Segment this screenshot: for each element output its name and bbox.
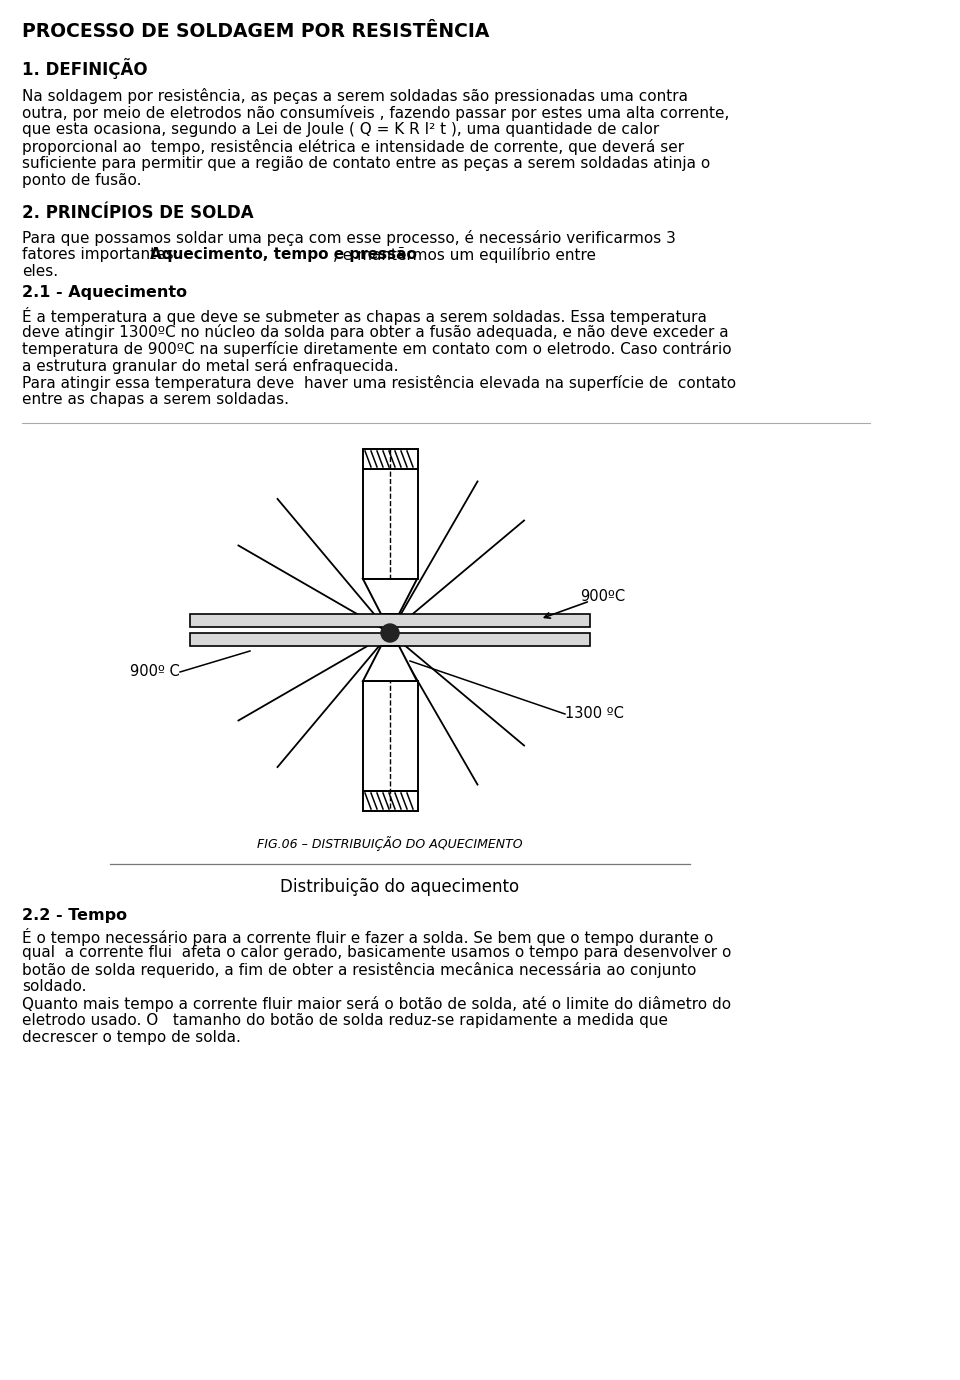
Text: 1. DEFINIÇÃO: 1. DEFINIÇÃO (22, 58, 148, 79)
Text: 2.1 - Aquecimento: 2.1 - Aquecimento (22, 286, 187, 299)
Text: Para atingir essa temperatura deve  haver uma resistência elevada na superfície : Para atingir essa temperatura deve haver… (22, 375, 736, 391)
Text: que esta ocasiona, segundo a Lei de Joule ( Q = K R I² t ), uma quantidade de ca: que esta ocasiona, segundo a Lei de Joul… (22, 121, 660, 137)
Text: qual  a corrente flui  afeta o calor gerado, basicamente usamos o tempo para des: qual a corrente flui afeta o calor gerad… (22, 945, 732, 960)
Text: Para que possamos soldar uma peça com esse processo, é necessário verificarmos 3: Para que possamos soldar uma peça com es… (22, 230, 676, 246)
Text: 1300 ºC: 1300 ºC (565, 707, 624, 720)
Text: soldado.: soldado. (22, 978, 86, 994)
Bar (363, 448, 418, 469)
Text: outra, por meio de eletrodos não consumíveis , fazendo passar por estes uma alta: outra, por meio de eletrodos não consumí… (22, 105, 730, 121)
Text: PROCESSO DE SOLDAGEM POR RESISTÊNCIA: PROCESSO DE SOLDAGEM POR RESISTÊNCIA (22, 22, 490, 41)
Text: ponto de fusão.: ponto de fusão. (22, 172, 141, 188)
Text: eles.: eles. (22, 264, 59, 279)
Circle shape (381, 624, 399, 642)
Text: a estrutura granular do metal será enfraquecida.: a estrutura granular do metal será enfra… (22, 357, 398, 374)
Text: entre as chapas a serem soldadas.: entre as chapas a serem soldadas. (22, 392, 289, 407)
Text: temperatura de 900ºC na superfície diretamente em contato com o eletrodo. Caso c: temperatura de 900ºC na superfície diret… (22, 341, 732, 357)
Text: Quanto mais tempo a corrente fluir maior será o botão de solda, até o limite do : Quanto mais tempo a corrente fluir maior… (22, 996, 732, 1012)
Text: É o tempo necessário para a corrente fluir e fazer a solda. Se bem que o tempo d: É o tempo necessário para a corrente flu… (22, 927, 713, 947)
Text: decrescer o tempo de solda.: decrescer o tempo de solda. (22, 1029, 241, 1045)
Bar (363, 791, 418, 811)
Bar (190, 614, 590, 627)
Text: suficiente para permitir que a região de contato entre as peças a serem soldadas: suficiente para permitir que a região de… (22, 156, 710, 171)
Bar (363, 469, 418, 580)
Text: botão de solda requerido, a fim de obter a resistência mecânica necessária ao co: botão de solda requerido, a fim de obter… (22, 962, 696, 978)
Polygon shape (363, 580, 417, 614)
Text: eletrodo usado. O   tamanho do botão de solda reduz-se rapidamente a medida que: eletrodo usado. O tamanho do botão de so… (22, 1013, 668, 1028)
Text: , e mantermos um equilíbrio entre: , e mantermos um equilíbrio entre (333, 247, 596, 264)
Text: Na soldagem por resistência, as peças a serem soldadas são pressionadas uma cont: Na soldagem por resistência, as peças a … (22, 88, 688, 104)
Text: deve atingir 1300ºC no núcleo da solda para obter a fusão adequada, e não deve e: deve atingir 1300ºC no núcleo da solda p… (22, 324, 729, 339)
Text: 2.2 - Tempo: 2.2 - Tempo (22, 908, 127, 923)
Bar (190, 633, 590, 646)
Polygon shape (363, 646, 417, 680)
Text: 900º C: 900º C (130, 664, 180, 679)
Text: É a temperatura a que deve se submeter as chapas a serem soldadas. Essa temperat: É a temperatura a que deve se submeter a… (22, 306, 707, 326)
Text: proporcional ao  tempo, resistência elétrica e intensidade de corrente, que deve: proporcional ao tempo, resistência elétr… (22, 139, 684, 155)
Text: Aquecimento, tempo e pressão: Aquecimento, tempo e pressão (150, 247, 417, 262)
Text: fatores importantes:: fatores importantes: (22, 247, 183, 262)
Text: FIG.06 – DISTRIBUIÇÃO DO AQUECIMENTO: FIG.06 – DISTRIBUIÇÃO DO AQUECIMENTO (257, 836, 523, 851)
Text: Distribuição do aquecimento: Distribuição do aquecimento (280, 878, 519, 896)
Bar (363, 680, 418, 791)
Text: 2. PRINCÍPIOS DE SOLDA: 2. PRINCÍPIOS DE SOLDA (22, 204, 253, 222)
Text: 900ºC: 900ºC (580, 589, 625, 604)
